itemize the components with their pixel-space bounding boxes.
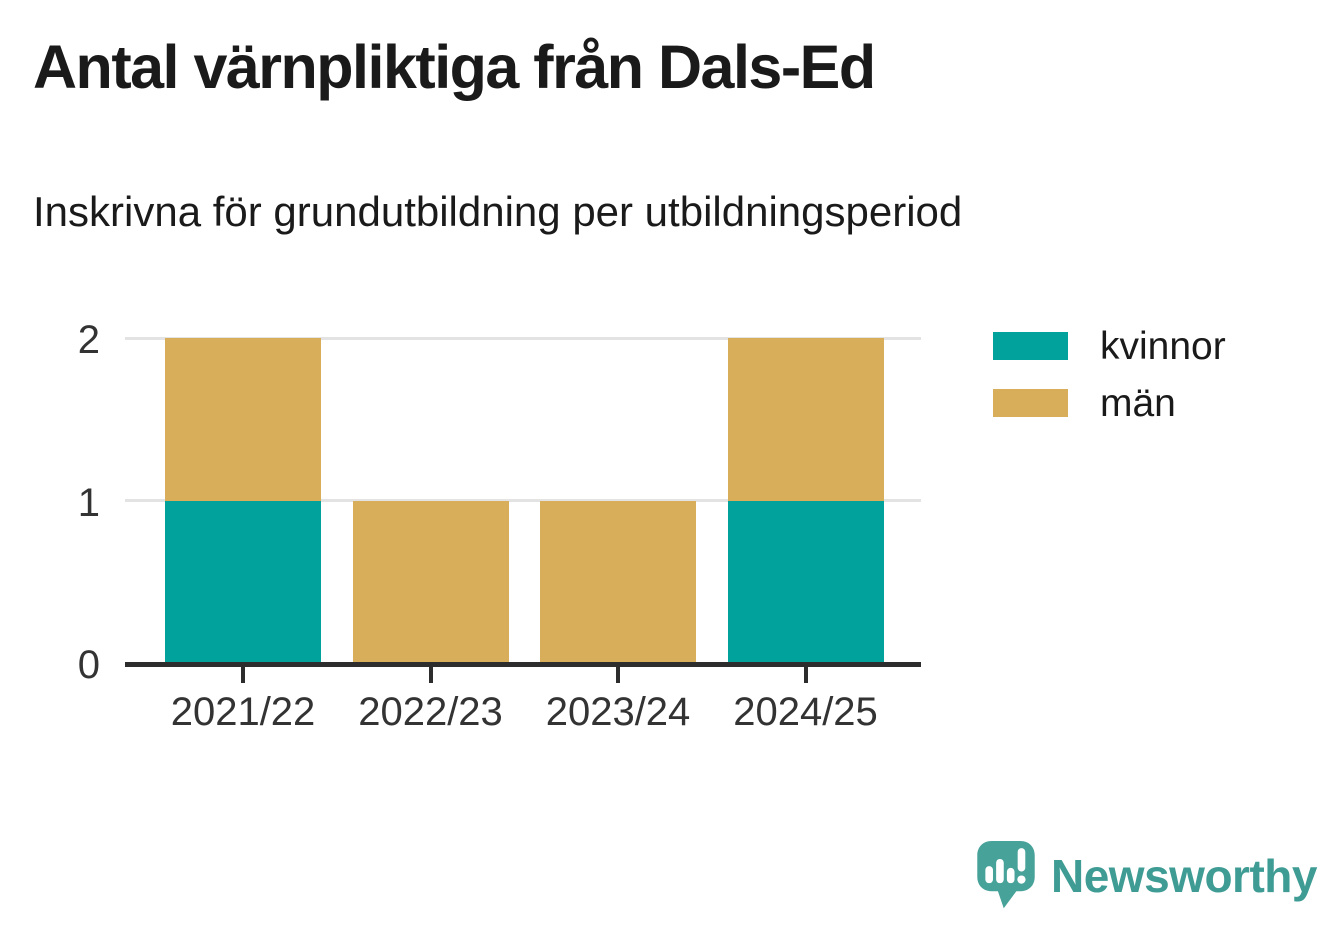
legend-label-kvinnor: kvinnor <box>1100 324 1226 368</box>
y-axis-tick-label: 2 <box>77 318 100 362</box>
bar-segment-män-2022-23 <box>352 500 509 663</box>
page-title: Antal värnpliktiga från Dals-Ed <box>33 33 876 101</box>
bar-segment-kvinnor-2021-22 <box>165 500 321 663</box>
page-subtitle: Inskrivna för grundutbildning per utbild… <box>33 188 963 235</box>
bar-segment-män-2023-24 <box>540 500 696 663</box>
y-axis-tick-label: 0 <box>77 643 100 687</box>
bar-segment-kvinnor-2024-25 <box>727 500 884 663</box>
newsworthy-logo-text: Newsworthy <box>1051 850 1317 902</box>
x-axis-label: 2022/23 <box>358 690 503 734</box>
legend-item-kvinnor: kvinnor <box>993 327 1226 366</box>
x-axis-tick <box>803 667 808 683</box>
x-axis-label: 2024/25 <box>733 690 878 734</box>
x-axis-label: 2021/22 <box>170 690 316 734</box>
legend-swatch-kvinnor <box>993 332 1068 360</box>
gridline-y2 <box>125 336 921 340</box>
newsworthy-logo-icon <box>977 841 1035 909</box>
newsworthy-logo: Newsworthy <box>977 841 1317 911</box>
x-axis-tick <box>428 667 433 683</box>
legend-swatch-man <box>993 389 1068 417</box>
legend-label-man: män <box>1100 381 1176 425</box>
legend-item-man: män <box>993 384 1226 423</box>
x-axis-label: 2023/24 <box>545 690 691 734</box>
bar-segment-män-2024-25 <box>727 338 884 501</box>
x-axis-tick <box>241 667 245 683</box>
legend: kvinnor män <box>993 327 1226 446</box>
y-axis-tick-label: 1 <box>77 480 100 525</box>
gridline-y1 <box>125 499 921 502</box>
x-axis-tick <box>616 667 620 683</box>
bar-segment-män-2021-22 <box>165 338 321 501</box>
x-axis-line <box>125 662 921 667</box>
